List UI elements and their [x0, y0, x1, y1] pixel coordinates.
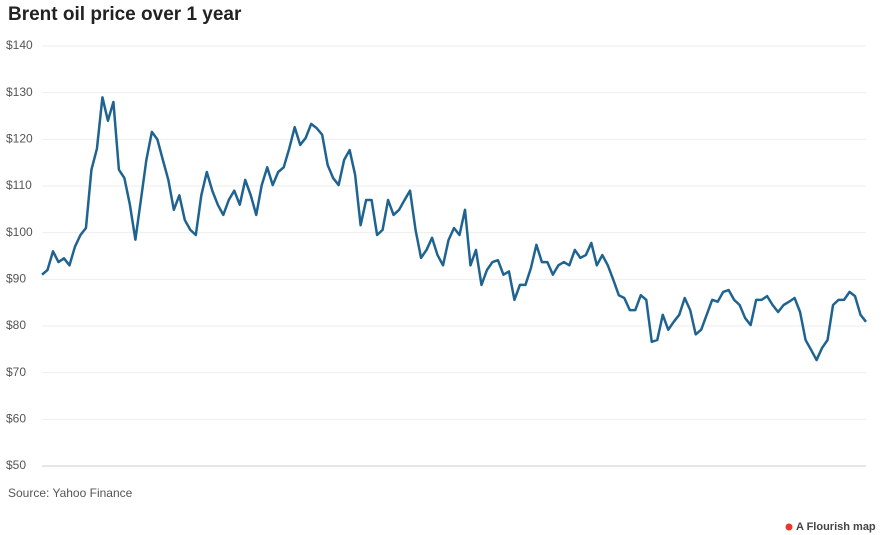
- y-tick-label: $130: [6, 85, 33, 99]
- credit[interactable]: A Flourish map: [796, 521, 876, 533]
- y-tick-label: $110: [6, 178, 32, 192]
- source: Source: Yahoo Finance: [8, 486, 133, 500]
- y-tick-label: $90: [6, 272, 26, 286]
- y-tick-label: $50: [6, 458, 26, 472]
- chart-title: Brent oil price over 1 year: [8, 4, 242, 25]
- y-tick-label: $60: [6, 412, 26, 426]
- y-tick-label: $120: [6, 132, 33, 146]
- y-tick-label: $80: [6, 318, 26, 332]
- flourish-icon: [785, 523, 793, 531]
- y-tick-label: $140: [6, 38, 33, 52]
- y-tick-label: $100: [6, 225, 33, 239]
- y-tick-label: $70: [6, 365, 26, 379]
- price-line: [41, 96, 867, 362]
